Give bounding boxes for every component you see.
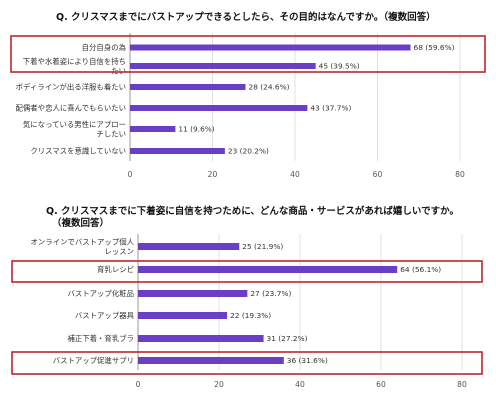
chart2-bar [138,290,248,297]
chart2-tick-label: 60 [376,380,386,389]
chart2-data-label: 25 (21.9%) [242,242,283,251]
chart1-data-label: 28 (24.6%) [249,83,290,92]
chart1-highlight-box [10,35,486,73]
chart2-tick-label: 20 [214,380,224,389]
chart1-data-label: 11 (9.6%) [178,125,214,134]
chart2-data-label: 36 (31.6%) [287,356,328,365]
chart2-category-label: 育乳レシピ [97,265,134,274]
chart2-title: Q. クリスマスまでに下着姿に自信を持つために、どんな商品・サービスがあれば嬉し… [46,205,459,217]
chart1-bar [130,105,308,111]
chart2-category-label: バストアップ化粧品 [67,289,134,298]
chart2-highlight-box [11,260,483,283]
chart1-bar [130,63,316,69]
chart2-bar [138,312,228,319]
chart1-data-label: 23 (20.2%) [228,147,269,156]
chart1-category-label: 配偶者や恋人に喜んでもらいたい [16,104,127,113]
chart2-bar [138,357,284,364]
chart1-data-label: 68 (59.6%) [414,43,455,52]
chart1-bar [130,44,411,51]
chart2-bar [138,266,398,273]
chart1-category-label: 自分自身の為 [82,43,126,52]
chart2-tick-label: 80 [457,380,467,389]
chart2-bar [138,335,264,342]
chart1-category-label: たい [111,66,126,75]
chart1-tick-label: 80 [455,170,465,179]
chart1-tick-label: 60 [373,170,383,179]
chart2-highlight-box [11,351,483,375]
chart1-data-label: 45 (39.5%) [319,62,360,71]
chart2-tick-label: 0 [136,380,141,389]
chart2-category-label: バストアップ促進サプリ [53,356,134,365]
chart1-category-label: クリスマスを意識していない [30,147,126,156]
chart2-category-label: レッスン [104,247,134,256]
chart1-tick-label: 0 [128,170,133,179]
chart1-category-label: ボディラインが出る洋服も着たい [16,83,126,92]
chart1-bar [130,148,225,154]
chart1-data-label: 43 (37.7%) [310,104,351,113]
chart2-data-label: 22 (19.3%) [230,311,271,320]
chart1-bar [130,126,176,132]
chart1-tick-label: 40 [290,170,300,179]
chart2-data-label: 27 (23.7%) [250,289,291,298]
chart2-data-label: 64 (56.1%) [400,265,441,274]
chart2-category-label: バストアップ器具 [75,311,135,320]
chart1-category-label: チしたい [96,129,126,138]
chart1-tick-label: 20 [208,170,218,179]
chart1-bar [130,84,246,90]
chart1-category-label: 気になっている男性にアプロー [23,120,126,129]
chart1-title: Q. クリスマスまでにバストアップできるとしたら、その目的はなんですか。（複数回… [56,11,436,23]
chart2-data-label: 31 (27.2%) [267,334,308,343]
chart2-tick-label: 40 [295,380,305,389]
chart2-category-label: オンラインでバストアップ個人 [31,238,135,247]
chart2-category-label: 補正下着・育乳ブラ [67,334,134,343]
chart1-category-label: 下着や水着姿により自信を持ち [23,57,126,66]
chart2-bar [138,243,240,250]
chart2-title: （複数回答） [52,217,109,229]
